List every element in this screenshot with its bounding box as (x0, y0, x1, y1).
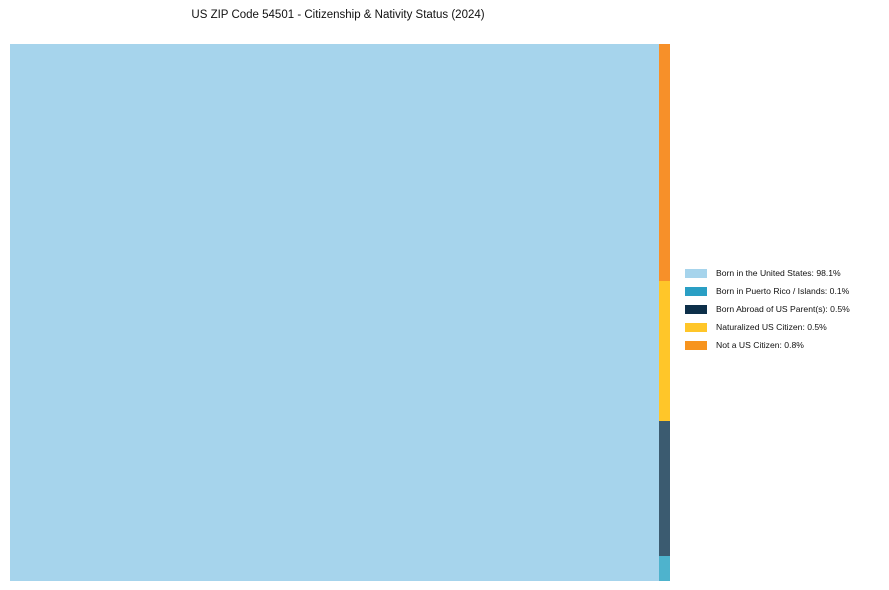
legend-item-naturalized-us-citizen[interactable]: Naturalized US Citizen: 0.5% (685, 318, 885, 336)
legend-swatch-icon (685, 286, 707, 296)
legend-item-born-abroad-of-us-parents[interactable]: Born Abroad of US Parent(s): 0.5% (685, 300, 885, 318)
legend-item-label: Born in Puerto Rico / Islands: 0.1% (716, 286, 850, 296)
treemap-tile-naturalized-us-citizen[interactable] (659, 281, 670, 421)
legend-item-label: Naturalized US Citizen: 0.5% (716, 322, 827, 332)
legend-item-label: Born Abroad of US Parent(s): 0.5% (716, 304, 850, 314)
chart-legend: Born in the United States: 98.1% Born in… (685, 264, 885, 354)
treemap-tile-not-a-us-citizen[interactable] (659, 44, 670, 281)
legend-item-label: Not a US Citizen: 0.8% (716, 340, 804, 350)
treemap-tile-born-abroad-of-us-parents[interactable] (659, 421, 670, 556)
treemap-tile-born-in-puerto-rico-islands[interactable] (659, 556, 670, 581)
legend-swatch-icon (685, 322, 707, 332)
legend-item-not-a-us-citizen[interactable]: Not a US Citizen: 0.8% (685, 336, 885, 354)
chart-title: US ZIP Code 54501 - Citizenship & Nativi… (191, 9, 485, 21)
legend-swatch-icon (685, 268, 707, 278)
treemap-tile-born-in-the-united-states[interactable] (10, 44, 659, 581)
legend-swatch-icon (685, 304, 707, 314)
treemap-right-column (659, 44, 670, 581)
legend-item-born-in-puerto-rico-islands[interactable]: Born in Puerto Rico / Islands: 0.1% (685, 282, 885, 300)
legend-item-label: Born in the United States: 98.1% (716, 268, 841, 278)
legend-swatch-icon (685, 340, 707, 350)
treemap-plot-area (10, 44, 670, 581)
legend-item-born-in-the-united-states[interactable]: Born in the United States: 98.1% (685, 264, 885, 282)
